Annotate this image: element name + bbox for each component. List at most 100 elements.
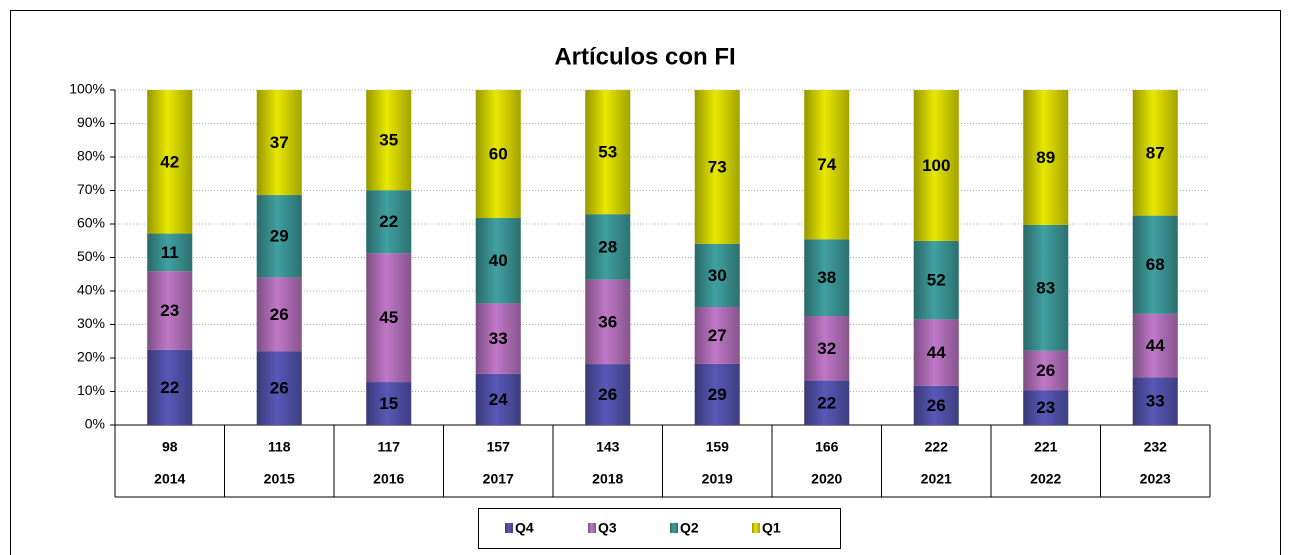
data-label: 23	[160, 301, 179, 320]
bar-shade	[913, 319, 959, 386]
bar-shade	[804, 380, 850, 425]
category-total: 157	[487, 439, 511, 455]
bar-shade	[475, 90, 521, 219]
bar-shade	[147, 271, 193, 350]
chart-border	[10, 10, 1281, 555]
y-tick-label: 70%	[77, 181, 105, 197]
bar-shade	[913, 240, 959, 320]
data-label: 100	[922, 156, 950, 175]
y-tick-label: 0%	[85, 416, 105, 432]
bar-shade	[366, 90, 412, 191]
legend-label: Q2	[680, 520, 699, 536]
bar-shade	[475, 373, 521, 425]
legend-shade	[752, 523, 760, 533]
y-tick-label: 10%	[77, 382, 105, 398]
bar-shade	[913, 90, 959, 241]
data-label: 11	[161, 243, 179, 262]
data-label: 38	[817, 268, 836, 287]
y-tick-label: 90%	[77, 114, 105, 130]
y-tick-label: 100%	[69, 81, 105, 97]
data-label: 83	[1036, 278, 1055, 297]
y-tick-label: 30%	[77, 315, 105, 331]
data-label: 74	[817, 155, 836, 174]
chart-title: Artículos con FI	[554, 43, 735, 70]
data-label: 42	[160, 152, 179, 171]
legend-box	[478, 508, 841, 549]
bar-shade	[256, 351, 302, 425]
legend-shade	[505, 523, 513, 533]
data-label: 87	[1146, 143, 1165, 162]
data-label: 29	[708, 385, 727, 404]
bar-shade	[804, 90, 850, 240]
bar-shade	[1023, 390, 1069, 425]
data-label: 22	[160, 378, 179, 397]
data-label: 68	[1146, 255, 1165, 274]
bar-shade	[585, 90, 631, 215]
data-label: 27	[708, 326, 727, 345]
data-label: 30	[708, 266, 727, 285]
x-tick-label: 2017	[483, 471, 514, 487]
bar-shade	[147, 233, 193, 272]
category-total: 118	[268, 439, 291, 455]
bar-shade	[475, 303, 521, 374]
data-label: 44	[927, 343, 946, 362]
data-label: 33	[1146, 392, 1165, 411]
data-label: 73	[708, 157, 727, 176]
legend-label: Q4	[515, 520, 534, 536]
bar-shade	[694, 243, 740, 308]
y-tick-label: 20%	[77, 349, 105, 365]
x-tick-label: 2015	[264, 471, 295, 487]
legend-label: Q3	[598, 520, 617, 536]
category-total: 143	[596, 439, 620, 455]
bar-shade	[1132, 90, 1178, 216]
bar-shade	[366, 382, 412, 425]
data-label: 40	[489, 251, 508, 270]
data-label: 35	[379, 131, 398, 150]
bar-shade	[147, 90, 193, 234]
bar-shade	[475, 218, 521, 304]
bar-shade	[1132, 215, 1178, 314]
data-label: 29	[270, 227, 289, 246]
x-tick-label: 2021	[921, 471, 952, 487]
data-label: 24	[489, 390, 508, 409]
bar-shade	[256, 277, 302, 352]
bar-shade	[585, 364, 631, 425]
bar-shade	[694, 90, 740, 244]
bar-shade	[256, 90, 302, 196]
x-tick-label: 2023	[1140, 471, 1171, 487]
category-total: 221	[1034, 439, 1058, 455]
x-tick-label: 2016	[373, 471, 404, 487]
data-label: 26	[270, 379, 289, 398]
x-tick-label: 2019	[702, 471, 733, 487]
data-label: 23	[1036, 398, 1055, 417]
y-tick-label: 50%	[77, 248, 105, 264]
data-label: 28	[598, 237, 617, 256]
category-total: 232	[1144, 439, 1168, 455]
bar-shade	[1023, 90, 1069, 225]
data-label: 33	[489, 329, 508, 348]
data-label: 37	[270, 133, 289, 152]
category-total: 98	[162, 439, 178, 455]
x-tick-label: 2014	[154, 471, 185, 487]
bar-shade	[1023, 224, 1069, 351]
data-label: 22	[817, 393, 836, 412]
bar-shade	[1132, 313, 1178, 378]
category-total: 159	[706, 439, 730, 455]
bar-shade	[913, 385, 959, 425]
y-tick-label: 80%	[77, 148, 105, 164]
data-label: 52	[927, 271, 946, 290]
bar-shade	[694, 307, 740, 364]
category-total: 166	[815, 439, 839, 455]
data-label: 89	[1036, 148, 1055, 167]
legend-label: Q1	[762, 520, 781, 536]
legend-shade	[588, 523, 596, 533]
bar-shade	[366, 253, 412, 383]
category-total: 222	[925, 439, 949, 455]
x-tick-label: 2022	[1030, 471, 1061, 487]
bar-shade	[804, 239, 850, 317]
data-label: 36	[598, 312, 617, 331]
bar-shade	[804, 316, 850, 381]
bar-shade	[256, 195, 302, 278]
legend-shade	[670, 523, 678, 533]
